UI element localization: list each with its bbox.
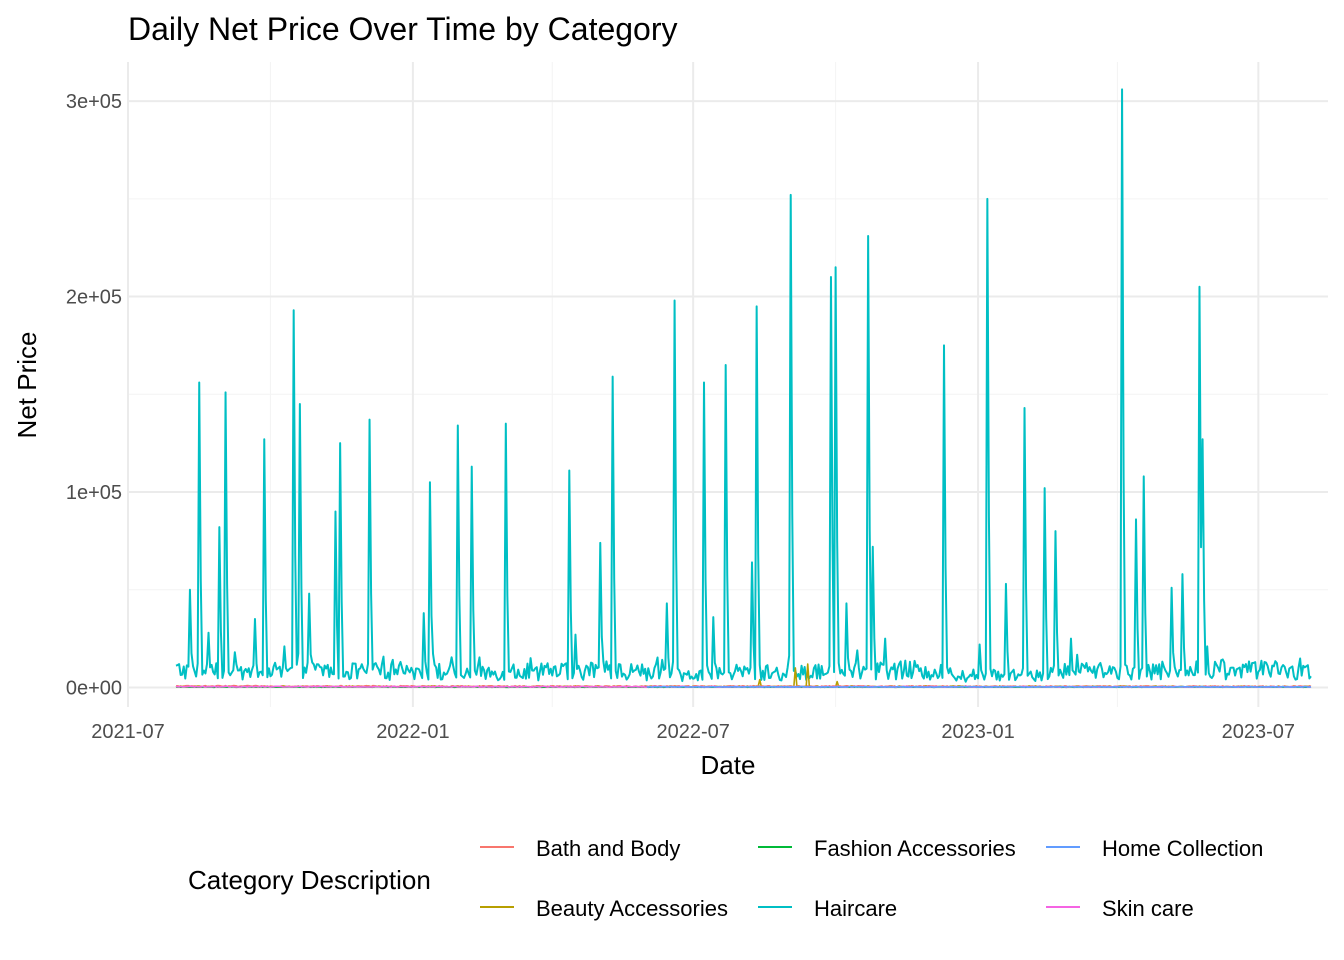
y-tick-label: 2e+05 <box>66 287 122 309</box>
legend: Category Description Bath and Body Beauty… <box>188 836 1263 921</box>
y-tick-label: 1e+05 <box>66 482 122 504</box>
x-axis-title: Date <box>701 750 756 780</box>
legend-title: Category Description <box>188 865 431 895</box>
legend-label: Haircare <box>814 896 897 921</box>
legend-label: Skin care <box>1102 896 1194 921</box>
x-tick-label: 2021-07 <box>91 721 164 743</box>
grid-lines <box>127 62 1328 707</box>
legend-label: Fashion Accessories <box>814 836 1016 861</box>
y-axis-title: Net Price <box>12 332 42 439</box>
x-axis-ticks: 2021-07 2022-01 2022-07 2023-01 2023-07 <box>91 721 1295 743</box>
y-tick-label: 3e+05 <box>66 91 122 113</box>
chart-title: Daily Net Price Over Time by Category <box>128 11 678 47</box>
series-line-haircare <box>175 88 1312 683</box>
legend-label: Bath and Body <box>536 836 680 861</box>
legend-label: Beauty Accessories <box>536 896 728 921</box>
series-line-home-collection <box>646 685 1312 689</box>
x-tick-label: 2023-01 <box>941 721 1014 743</box>
series-lines <box>175 88 1312 689</box>
y-axis-ticks: 0e+00 1e+05 2e+05 3e+05 <box>66 91 122 699</box>
x-tick-label: 2022-01 <box>376 721 449 743</box>
x-tick-label: 2023-07 <box>1222 721 1295 743</box>
x-tick-label: 2022-07 <box>656 721 729 743</box>
y-tick-label: 0e+00 <box>66 677 122 699</box>
legend-label: Home Collection <box>1102 836 1263 861</box>
